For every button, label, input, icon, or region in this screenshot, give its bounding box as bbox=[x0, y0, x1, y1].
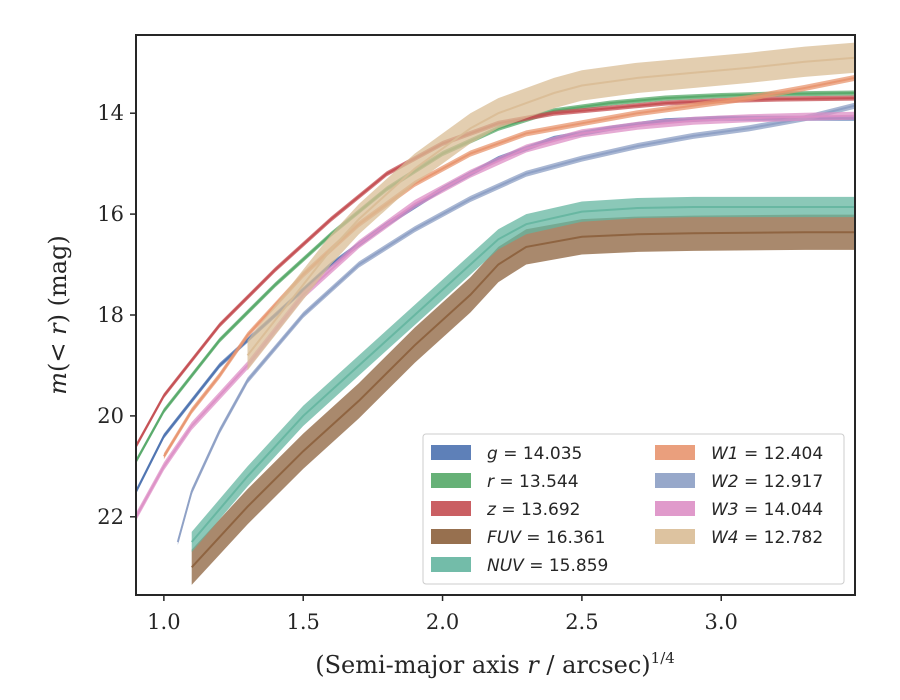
x-axis-label-part-2: / arcsec) bbox=[539, 651, 651, 679]
legend-swatch-g bbox=[431, 445, 471, 460]
x-axis-label-part-1: (Semi-major axis bbox=[315, 651, 527, 679]
series-nuv bbox=[190, 196, 855, 553]
series-line-w2 bbox=[176, 104, 855, 543]
legend-swatch-w1 bbox=[655, 445, 695, 460]
x-axis-label: (Semi-major axis r / arcsec)1/4 bbox=[315, 649, 675, 679]
series-fuv bbox=[190, 214, 855, 585]
legend-label-w2: W2 = 12.917 bbox=[711, 472, 823, 492]
y-tick-label: 18 bbox=[97, 303, 124, 327]
y-axis: 14 16 18 20 22 bbox=[97, 101, 136, 529]
y-tick-label: 14 bbox=[97, 101, 124, 125]
series-line-w1 bbox=[163, 76, 855, 457]
series-w2 bbox=[176, 102, 855, 546]
legend-label-z: z = 13.692 bbox=[486, 500, 580, 520]
legend-swatch-z bbox=[431, 501, 471, 516]
legend-swatch-w3 bbox=[655, 501, 695, 516]
x-tick-label: 2.5 bbox=[565, 610, 598, 634]
legend-swatch-w4 bbox=[655, 529, 695, 544]
y-axis-label-part-2: ) (mag) bbox=[44, 235, 72, 323]
y-axis-label: m(< r) (mag) bbox=[44, 235, 72, 395]
series-line-w3 bbox=[136, 114, 855, 518]
legend-swatch-nuv bbox=[431, 557, 471, 572]
legend-label-w4: W4 = 12.782 bbox=[711, 528, 823, 548]
series-layer bbox=[136, 42, 855, 585]
legend-swatch-fuv bbox=[431, 529, 471, 544]
legend: g = 14.035 r = 13.544 z = 13.692 FUV = 16.3… bbox=[422, 433, 845, 585]
legend-swatch-r bbox=[431, 473, 471, 488]
series-band-w4 bbox=[247, 42, 855, 371]
legend-swatch-w2 bbox=[655, 473, 695, 488]
x-tick-label: 1.0 bbox=[147, 610, 180, 634]
y-tick-label: 16 bbox=[97, 202, 124, 226]
y-axis-label-variable: m bbox=[44, 372, 72, 395]
series-line-fuv bbox=[190, 231, 855, 568]
x-axis: 1.0 1.5 2.0 2.5 3.0 bbox=[147, 595, 738, 634]
x-axis-label-exponent: 1/4 bbox=[651, 649, 675, 667]
x-axis-label-variable: r bbox=[527, 651, 540, 679]
legend-label-r: r = 13.544 bbox=[487, 472, 579, 492]
legend-label-nuv: NUV = 15.859 bbox=[487, 556, 608, 576]
y-axis-label-radius: r bbox=[44, 322, 72, 335]
legend-frame bbox=[422, 433, 845, 585]
series-line-nuv bbox=[190, 206, 855, 543]
legend-label-fuv: FUV = 16.361 bbox=[487, 528, 605, 548]
x-tick-label: 1.5 bbox=[287, 610, 320, 634]
x-tick-label: 3.0 bbox=[705, 610, 738, 634]
series-line-w4 bbox=[246, 56, 855, 357]
y-tick-label: 20 bbox=[97, 404, 124, 428]
legend-label-w3: W3 = 14.044 bbox=[711, 500, 823, 520]
series-w1 bbox=[163, 74, 855, 460]
series-w3 bbox=[136, 111, 855, 521]
legend-label-w1: W1 = 12.404 bbox=[711, 444, 823, 464]
legend-label-g: g = 14.035 bbox=[487, 444, 582, 464]
series-w4 bbox=[246, 42, 855, 371]
y-axis-label-part-1: (< bbox=[44, 335, 72, 372]
x-tick-label: 2.0 bbox=[426, 610, 459, 634]
y-tick-label: 22 bbox=[97, 505, 124, 529]
